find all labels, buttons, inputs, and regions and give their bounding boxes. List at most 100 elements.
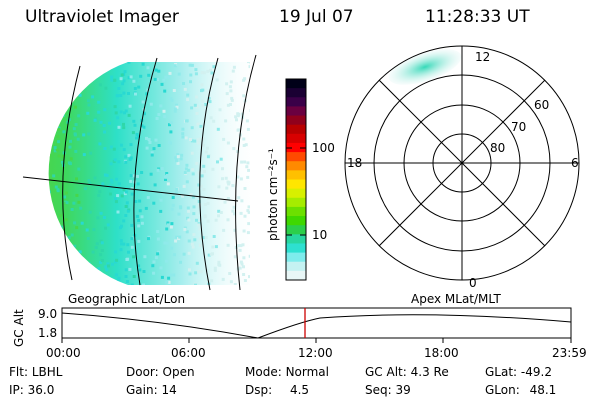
emission-pixel (122, 79, 126, 83)
emission-pixel (238, 248, 242, 252)
emission-pixel (22, 107, 25, 110)
emission-pixel (12, 213, 15, 216)
emission-pixel (48, 130, 51, 134)
emission-pixel (129, 75, 133, 79)
emission-pixel (154, 256, 158, 260)
emission-pixel (222, 137, 226, 141)
emission-pixel (224, 176, 228, 180)
emission-pixel (238, 266, 242, 270)
emission-pixel (174, 156, 178, 160)
emission-pixel (36, 92, 39, 95)
emission-pixel (35, 203, 38, 206)
emission-pixel (165, 227, 169, 231)
emission-pixel (140, 221, 144, 225)
emission-pixel (103, 108, 107, 112)
emission-pixel (85, 228, 89, 232)
gain-value: 14 (161, 383, 177, 397)
emission-pixel (69, 139, 72, 143)
emission-pixel (48, 255, 49, 259)
emission-pixel (160, 275, 164, 279)
emission-pixel (16, 257, 19, 260)
emission-pixel (31, 85, 34, 88)
emission-pixel (123, 192, 127, 196)
emission-pixel (138, 209, 142, 213)
emission-pixel (78, 93, 82, 97)
emission-pixel (178, 287, 181, 290)
emission-pixel (232, 147, 236, 151)
emission-pixel (87, 132, 91, 136)
emission-pixel (129, 174, 133, 178)
emission-pixel (210, 279, 214, 283)
emission-pixel (5, 118, 8, 121)
emission-pixel (157, 113, 161, 116)
emission-pixel (68, 278, 72, 282)
emission-pixel (114, 282, 118, 285)
emission-pixel (78, 250, 82, 254)
emission-pixel (174, 239, 178, 243)
emission-pixel (102, 124, 106, 127)
emission-pixel (21, 74, 24, 77)
emission-pixel (221, 177, 224, 181)
emission-pixel (42, 65, 45, 68)
emission-pixel (243, 160, 247, 164)
emission-pixel (207, 97, 211, 101)
emission-pixel (150, 151, 154, 155)
emission-pixel (62, 113, 65, 117)
emission-pixel (248, 254, 250, 258)
emission-pixel (31, 235, 34, 238)
emission-pixel (77, 281, 81, 285)
emission-pixel (100, 259, 104, 262)
emission-pixel (12, 136, 15, 139)
emission-pixel (120, 242, 123, 246)
emission-pixel (37, 142, 40, 145)
emission-pixel (170, 98, 174, 102)
emission-pixel (80, 256, 84, 260)
emission-pixel (8, 158, 11, 161)
emission-pixel (45, 164, 48, 167)
emission-pixel (181, 194, 184, 198)
emission-pixel (169, 273, 173, 277)
emission-pixel (164, 175, 168, 179)
emission-pixel (17, 114, 20, 117)
emission-pixel (11, 217, 14, 220)
emission-pixel (160, 82, 164, 86)
emission-pixel (193, 139, 197, 143)
emission-pixel (39, 222, 42, 225)
emission-pixel (79, 206, 83, 210)
colorbar-cell (286, 197, 306, 208)
emission-pixel (126, 243, 130, 247)
emission-pixel (170, 207, 174, 211)
emission-pixel (43, 243, 46, 246)
emission-pixel (212, 235, 216, 238)
emission-pixel (5, 75, 8, 78)
emission-pixel (65, 201, 69, 205)
emission-pixel (20, 63, 23, 66)
emission-pixel (156, 237, 160, 241)
emission-pixel (185, 119, 188, 123)
emission-pixel (124, 275, 128, 278)
emission-pixel (226, 218, 230, 222)
emission-pixel (206, 155, 210, 159)
emission-pixel (122, 242, 126, 246)
emission-pixel (232, 205, 236, 209)
emission-pixel (28, 128, 31, 131)
glon-label: GLon: (485, 383, 520, 397)
colorbar-unit-label: photon cm⁻²s⁻¹ (266, 148, 280, 241)
emission-pixel (147, 237, 150, 241)
emission-pixel (140, 171, 144, 174)
emission-pixel (96, 216, 100, 220)
emission-pixel (7, 107, 10, 110)
emission-pixel (168, 71, 172, 75)
emission-pixel (138, 199, 142, 203)
emission-pixel (34, 96, 37, 99)
emission-pixel (249, 92, 250, 96)
seq-status: Seq: 39 (365, 384, 411, 396)
emission-pixel (236, 114, 240, 118)
emission-pixel (60, 225, 63, 229)
emission-pixel (26, 170, 29, 173)
emission-pixel (206, 201, 210, 205)
emission-pixel (202, 143, 205, 147)
emission-pixel (242, 229, 246, 233)
emission-pixel (209, 116, 213, 120)
emission-pixel (89, 151, 93, 155)
